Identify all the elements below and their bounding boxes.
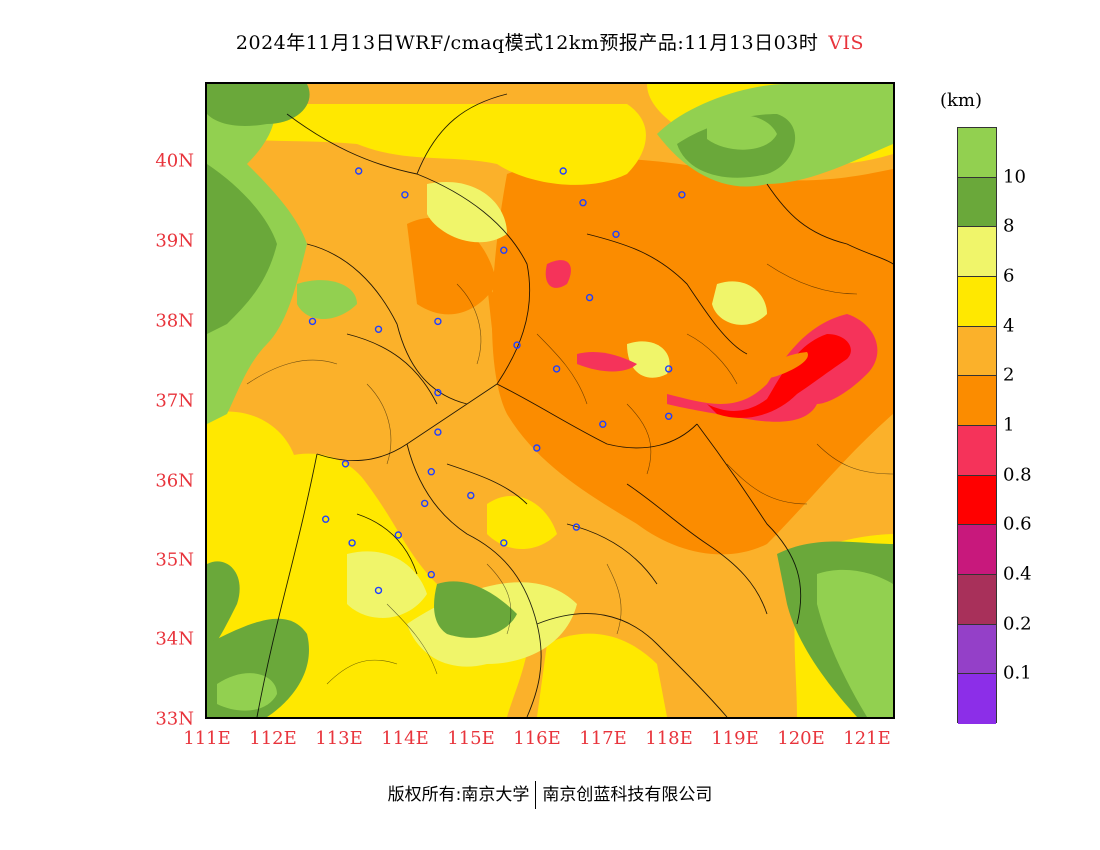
lon-label-118e: 118E <box>645 728 693 749</box>
station-marker <box>513 341 521 349</box>
legend-swatch <box>958 177 996 228</box>
lon-label-115e: 115E <box>447 728 495 749</box>
lat-label-40n: 40N <box>155 150 194 172</box>
lat-label-37n: 37N <box>155 390 194 412</box>
station-marker <box>572 523 581 531</box>
legend-label: 6 <box>1003 265 1015 287</box>
legend-swatch <box>958 276 996 327</box>
station-marker <box>308 317 317 326</box>
copyright-right: 南京创蓝科技有限公司 <box>542 785 713 805</box>
station-marker <box>599 420 607 428</box>
legend-unit: (km) <box>940 90 983 111</box>
station-marker <box>434 388 442 397</box>
legend-label: 1 <box>1003 414 1015 436</box>
legend-swatch <box>958 574 996 625</box>
legend-label: 0.1 <box>1003 662 1032 684</box>
lon-label-121e: 121E <box>843 728 891 749</box>
lon-label-119e: 119E <box>711 728 759 749</box>
station-marker <box>374 586 383 595</box>
station-marker <box>420 499 429 508</box>
copyright-left: 版权所有:南京大学 <box>387 785 530 805</box>
legend-swatch <box>958 376 996 426</box>
legend-label: 0.4 <box>1003 563 1032 585</box>
station-marker <box>341 460 350 468</box>
legend-label: 0.6 <box>1003 513 1032 535</box>
station-marker <box>401 191 409 199</box>
lon-label-114e: 114E <box>381 728 429 749</box>
station-marker <box>321 515 330 523</box>
legend-swatch <box>958 674 996 724</box>
station-marker <box>354 167 363 175</box>
legend-swatch <box>958 128 996 178</box>
station-marker <box>665 365 673 373</box>
station-marker <box>585 293 594 302</box>
lat-label-38n: 38N <box>155 310 194 332</box>
station-marker <box>427 468 436 476</box>
visibility-map <box>205 82 895 719</box>
station-marker <box>579 198 587 207</box>
lat-label-34n: 34N <box>155 628 194 650</box>
legend-swatch <box>958 326 996 377</box>
title-text: 2024年11月13日WRF/cmaq模式12km预报产品:11月13日03时 <box>235 32 819 54</box>
legend-label: 0.2 <box>1003 613 1032 635</box>
legend-swatch <box>958 227 996 277</box>
lon-label-117e: 117E <box>579 728 627 749</box>
copyright: 版权所有:南京大学 南京创蓝科技有限公司 <box>0 780 1100 809</box>
legend-swatch <box>958 425 996 476</box>
lat-label-35n: 35N <box>155 549 194 571</box>
map-canvas <box>207 84 893 717</box>
station-marker <box>559 167 567 175</box>
station-marker <box>348 539 356 547</box>
station-marker <box>678 191 686 199</box>
station-marker <box>427 570 436 579</box>
copyright-divider <box>535 781 537 809</box>
lat-label-39n: 39N <box>155 230 194 252</box>
station-marker <box>434 317 442 326</box>
station-marker <box>500 539 508 547</box>
legend-swatch <box>958 475 996 526</box>
variable-name: VIS <box>828 32 865 54</box>
station-marker <box>374 325 383 334</box>
legend-label: 8 <box>1003 215 1015 237</box>
station-marker <box>665 412 673 420</box>
lon-label-111e: 111E <box>183 728 231 749</box>
lon-label-112e: 112E <box>249 728 297 749</box>
station-marker <box>552 365 561 373</box>
lon-label-116e: 116E <box>513 728 561 749</box>
legend-swatch <box>958 525 996 575</box>
legend-label: 0.8 <box>1003 464 1032 486</box>
legend-label: 10 <box>1003 166 1026 188</box>
lat-label-36n: 36N <box>155 470 194 492</box>
legend-label: 4 <box>1003 315 1015 337</box>
station-marker <box>533 444 541 452</box>
map-title: 2024年11月13日WRF/cmaq模式12km预报产品:11月13日03时 V… <box>0 28 1100 55</box>
station-marker <box>467 491 475 500</box>
color-legend <box>957 127 997 724</box>
lon-label-120e: 120E <box>777 728 825 749</box>
lat-label-33n: 33N <box>155 708 194 730</box>
station-marker <box>434 428 442 436</box>
lon-label-113e: 113E <box>315 728 363 749</box>
station-marker <box>500 246 508 254</box>
legend-swatch <box>958 624 996 675</box>
station-marker <box>394 531 403 539</box>
station-marker <box>612 230 620 239</box>
legend-label: 2 <box>1003 364 1015 386</box>
